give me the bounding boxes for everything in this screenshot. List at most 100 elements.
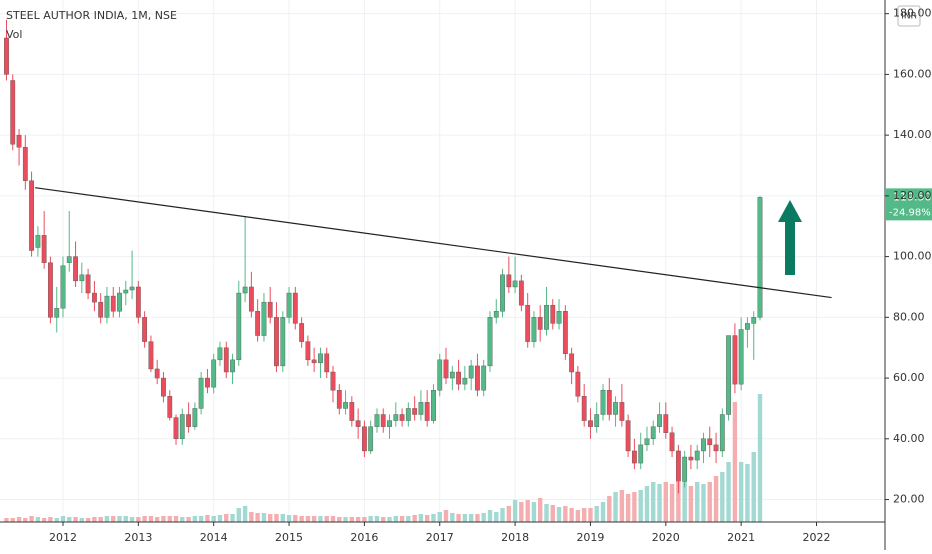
candle-body	[286, 292, 292, 318]
volume-bar	[525, 500, 530, 522]
y-tick-label: 40.00	[893, 432, 925, 445]
trendline	[35, 187, 832, 299]
volume-bar	[462, 514, 468, 522]
candle-body	[129, 286, 135, 291]
volume-bar	[613, 492, 618, 522]
volume-bar	[186, 517, 191, 522]
candle-body	[161, 377, 166, 397]
candle-body	[675, 450, 681, 482]
volume-bar	[569, 508, 574, 522]
volume-bar	[468, 514, 474, 522]
volume-bar	[406, 516, 411, 522]
up-arrow	[778, 200, 802, 275]
candle-body	[349, 402, 355, 421]
candle-body	[92, 292, 97, 303]
volume-bar	[148, 516, 154, 522]
candle-body	[167, 396, 173, 418]
candle-body	[336, 390, 342, 409]
x-tick-label: 2019	[576, 531, 604, 544]
candle-body	[186, 414, 192, 427]
candle-body	[644, 438, 650, 446]
candle-body	[506, 274, 512, 288]
candle-body	[217, 347, 223, 361]
volume-bar	[537, 498, 543, 522]
candle-body	[299, 323, 305, 342]
last-price-box	[886, 188, 932, 221]
candle-body	[757, 197, 763, 318]
candle-body	[205, 377, 210, 388]
x-tick-label: 2018	[501, 531, 529, 544]
candle-body	[198, 377, 204, 409]
volume-bar	[651, 482, 656, 522]
volume-bar	[318, 516, 323, 522]
volume-bar	[230, 514, 235, 522]
candle-body	[638, 444, 644, 464]
volume-bar	[412, 515, 417, 522]
currency-box[interactable]	[897, 5, 921, 27]
y-tick-label: 180.00	[893, 7, 932, 20]
volume-bar	[424, 515, 430, 522]
candle-body	[261, 301, 267, 336]
candle-body	[211, 359, 217, 388]
candle-body	[462, 377, 468, 385]
candle-body	[531, 317, 537, 342]
volume-bar	[418, 514, 424, 522]
candle-body	[405, 408, 411, 421]
volume-bar	[751, 452, 756, 522]
volume-bar	[180, 517, 185, 522]
candle-body	[493, 311, 499, 318]
candle-layer	[4, 19, 763, 494]
candle-body	[104, 295, 110, 318]
candle-body	[726, 335, 731, 415]
volume-bar	[550, 505, 555, 522]
volume-bar	[330, 516, 336, 522]
volume-bar	[92, 517, 97, 522]
volume-bar	[487, 510, 493, 522]
candle-body	[142, 317, 147, 342]
volume-bar	[79, 518, 85, 522]
candle-body	[487, 317, 493, 367]
candle-body	[267, 301, 273, 318]
volume-bar	[669, 484, 675, 522]
volume-bar	[173, 516, 179, 522]
price-change: -24.98%	[889, 207, 931, 218]
x-tick-label: 2016	[350, 531, 378, 544]
volume-bar	[311, 516, 317, 522]
candle-body	[66, 256, 72, 263]
volume-bar	[374, 516, 380, 522]
candle-body	[248, 286, 254, 312]
candle-body	[719, 414, 725, 452]
candle-body	[581, 396, 587, 421]
last-price: 119.50	[893, 190, 932, 203]
volume-bar	[757, 394, 763, 522]
candle-body	[355, 420, 361, 427]
candle-body	[73, 256, 78, 282]
volume-bar	[575, 510, 581, 522]
candle-body	[173, 417, 179, 439]
candle-body	[424, 402, 430, 421]
volume-bar	[35, 517, 41, 522]
volume-bar	[443, 510, 449, 522]
candle-body	[255, 311, 261, 336]
volume-bar	[136, 517, 141, 522]
candle-body	[236, 292, 242, 361]
volume-bar	[67, 517, 72, 522]
overlay: 119.50 -24.98%	[35, 187, 932, 299]
volume-bar	[111, 516, 116, 522]
volume-bar	[581, 508, 587, 522]
volume-bar	[676, 482, 681, 522]
volume-bar	[638, 490, 643, 522]
candle-body	[694, 450, 700, 461]
candle-body	[330, 371, 336, 391]
volume-bar	[255, 513, 260, 522]
candle-body	[606, 390, 612, 415]
candle-body	[399, 414, 405, 421]
x-tick-label: 2015	[275, 531, 303, 544]
volume-bar	[399, 516, 405, 522]
volume-bar	[663, 482, 669, 522]
volume-bar	[506, 506, 512, 522]
volume-bar	[10, 518, 15, 522]
candle-body	[418, 402, 424, 415]
candle-body	[393, 414, 399, 421]
volume-bar	[563, 506, 568, 522]
